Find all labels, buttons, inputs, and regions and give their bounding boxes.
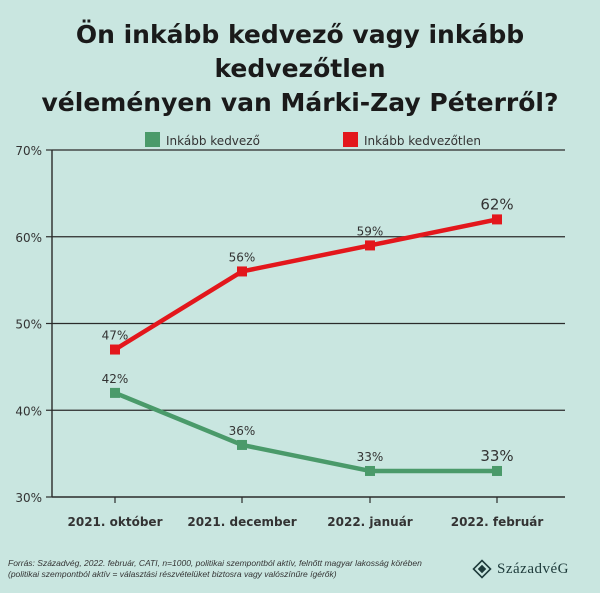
- data-label: 33%: [480, 447, 513, 465]
- data-label: 36%: [229, 424, 256, 438]
- y-tick-label: 70%: [15, 144, 42, 158]
- data-point: [365, 240, 375, 251]
- title-line-1: Ön inkább kedvező vagy inkább kedvezőtle…: [75, 20, 525, 83]
- y-tick-label: 30%: [15, 491, 42, 505]
- y-tick-label: 60%: [15, 231, 42, 245]
- data-label: 33%: [357, 450, 384, 464]
- legend-label: Inkább kedvező: [166, 134, 260, 148]
- title-line-2: véleményen van Márki-Zay Péterről?: [41, 88, 559, 117]
- y-tick-label: 50%: [15, 318, 42, 332]
- series-line: [113, 217, 498, 352]
- data-point: [237, 439, 247, 450]
- data-point: [110, 344, 120, 355]
- data-label: 42%: [102, 372, 129, 386]
- y-tick-label: 40%: [15, 404, 42, 418]
- data-label: 56%: [229, 250, 256, 264]
- x-tick-label: 2021. október: [68, 515, 163, 529]
- data-point: [492, 465, 502, 476]
- series-line: [114, 390, 497, 474]
- x-tick-label: 2022. február: [451, 515, 544, 529]
- data-point: [365, 465, 375, 476]
- data-point: [110, 387, 120, 398]
- x-tick-label: 2022. január: [327, 515, 413, 529]
- diamond-emblem-icon: [472, 559, 492, 579]
- data-label: 59%: [357, 224, 384, 238]
- data-label: 47%: [102, 329, 129, 343]
- x-tick-label: 2021. december: [187, 515, 296, 529]
- source-footnote: Forrás: Századvég, 2022. február, CATI, …: [8, 558, 478, 580]
- data-point: [237, 266, 247, 277]
- footnote-line-1: Forrás: Századvég, 2022. február, CATI, …: [8, 558, 422, 568]
- logo-text: SzázadvéG: [497, 560, 569, 577]
- legend-swatch: [343, 132, 358, 147]
- chart-title: Ön inkább kedvező vagy inkább kedvezőtle…: [0, 18, 600, 120]
- legend-swatch: [145, 132, 160, 147]
- footnote-line-2: (politikai szempontból aktív = választás…: [8, 569, 337, 579]
- legend-label: Inkább kedvezőtlen: [364, 134, 481, 148]
- szazadveg-logo: SzázadvéG: [472, 557, 569, 581]
- data-label: 62%: [480, 195, 513, 213]
- data-point: [492, 214, 502, 225]
